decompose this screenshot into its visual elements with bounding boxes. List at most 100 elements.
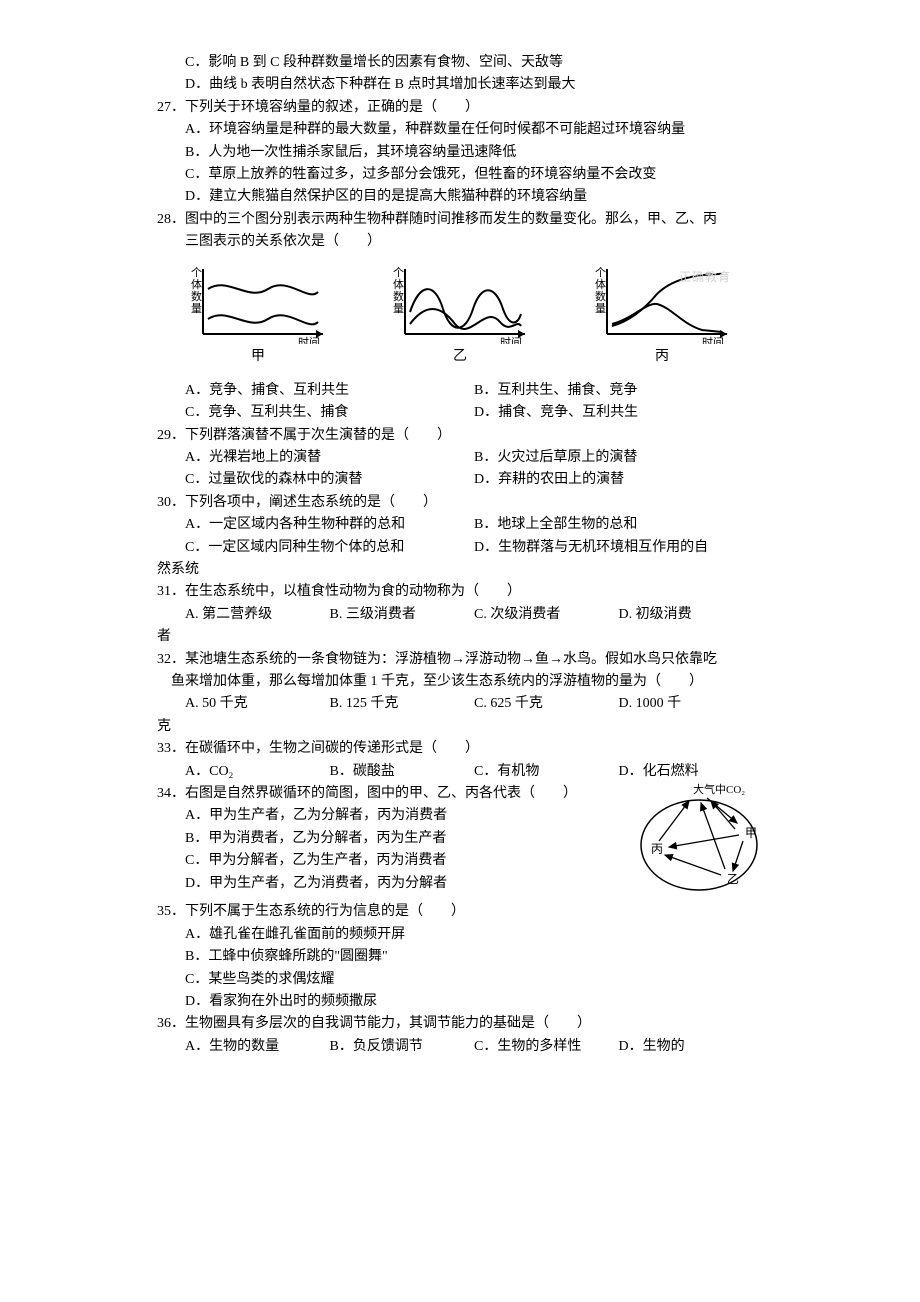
q34-option-b: B．甲为消费者，乙为分解者，丙为生产者	[157, 828, 627, 850]
q32-trailing: 克	[157, 716, 763, 738]
q36-option-a: A．生物的数量	[185, 1036, 330, 1058]
q34-block: 34．右图是自然界碳循环的简图，图中的甲、乙、丙各代表（ ） A．甲为生产者，乙…	[157, 783, 763, 901]
q30-text: 30．下列各项中，阐述生态系统的是（ ）	[157, 492, 763, 514]
q28-option-a: A．竞争、捕食、互利共生	[185, 380, 474, 402]
q28-options-row1: A．竞争、捕食、互利共生 B．互利共生、捕食、竞争	[157, 380, 763, 402]
fig-caption-jia: 甲	[183, 346, 333, 368]
q35-option-b: B．工蜂中侦察蜂所跳的"圆圈舞"	[157, 946, 763, 968]
fig-caption-yi: 乙	[385, 346, 535, 368]
q35-option-a: A．雄孔雀在雌孔雀面前的频频开屏	[157, 924, 763, 946]
svg-text:量: 量	[191, 302, 202, 315]
q30-options-row1: A．一定区域内各种生物种群的总和 B．地球上全部生物的总和	[157, 514, 763, 536]
q32-options-row: A. 50 千克 B. 125 千克 C. 625 千克 D. 1000 千	[157, 693, 763, 715]
q30-options-row2: C．一定区域内同种生物个体的总和 D．生物群落与无机环境相互作用的自	[157, 537, 763, 559]
q30-option-d: D．生物群落与无机环境相互作用的自	[474, 537, 763, 559]
exam-page: C．影响 B 到 C 段种群数量增长的因素有食物、空间、天敌等 D．曲线 b 表…	[52, 0, 868, 1110]
q30-option-a: A．一定区域内各种生物种群的总和	[185, 514, 474, 536]
chart-yi-icon: 个 体 数 量 时间	[385, 264, 535, 344]
q36-text: 36．生物圈具有多层次的自我调节能力，其调节能力的基础是（ ）	[157, 1013, 763, 1035]
q28-options-row2: C．竞争、互利共生、捕食 D．捕食、竞争、互利共生	[157, 402, 763, 424]
q27-option-d: D．建立大熊猫自然保护区的目的是提高大熊猫种群的环境容纳量	[157, 186, 763, 208]
q34-option-d: D．甲为生产者，乙为消费者，丙为分解者	[157, 873, 627, 895]
carbon-cycle-diagram: 大气中CO₂ 甲 乙 丙	[635, 783, 763, 901]
q28-text-cont: 三图表示的关系依次是（ ）	[157, 231, 763, 253]
svg-text:甲: 甲	[745, 826, 757, 840]
chart-jia-icon: 个 体 数 量 时间	[183, 264, 333, 344]
svg-text:个: 个	[393, 266, 404, 279]
axis-x-label: 时间	[298, 336, 320, 344]
fig-caption-bing: 丙	[587, 346, 737, 368]
watermark-label: 正确教育	[679, 268, 731, 287]
svg-text:乙: 乙	[727, 872, 739, 886]
q26-option-c: C．影响 B 到 C 段种群数量增长的因素有食物、空间、天敌等	[157, 52, 763, 74]
q28-option-c: C．竞争、互利共生、捕食	[185, 402, 474, 424]
q31-option-a: A. 第二营养级	[185, 604, 330, 626]
q29-option-a: A．光裸岩地上的演替	[185, 447, 474, 469]
q30-option-c: C．一定区域内同种生物个体的总和	[185, 537, 474, 559]
q33-option-d: D．化石燃料	[619, 761, 764, 783]
q29-option-d: D．弃耕的农田上的演替	[474, 469, 763, 491]
svg-text:体: 体	[191, 277, 202, 291]
svg-text:大气中CO₂: 大气中CO₂	[693, 783, 745, 796]
q35-text: 35．下列不属于生态系统的行为信息的是（ ）	[157, 901, 763, 923]
svg-text:量: 量	[393, 302, 404, 315]
q36-option-b: B．负反馈调节	[330, 1036, 475, 1058]
q36-options-row: A．生物的数量 B．负反馈调节 C．生物的多样性 D．生物的	[157, 1036, 763, 1058]
svg-text:丙: 丙	[651, 842, 663, 856]
q33-options-row: A．CO₂ B．碳酸盐 C．有机物 D．化石燃料	[157, 761, 763, 783]
q27-option-a: A．环境容纳量是种群的最大数量，种群数量在任何时候都不可能超过环境容纳量	[157, 119, 763, 141]
svg-text:体: 体	[393, 277, 404, 291]
q32-option-b: B. 125 千克	[330, 693, 475, 715]
q28-figures: 个 体 数 量 时间 甲 个 体 数 量 时间 乙	[157, 264, 763, 368]
q29-text: 29．下列群落演替不属于次生演替的是（ ）	[157, 425, 763, 447]
q33-option-a: A．CO₂	[185, 761, 330, 783]
q34-option-c: C．甲为分解者，乙为生产者，丙为消费者	[157, 850, 627, 872]
q32-option-c: C. 625 千克	[474, 693, 619, 715]
q29-option-b: B．火灾过后草原上的演替	[474, 447, 763, 469]
svg-text:数: 数	[393, 290, 404, 303]
fig-bing: 正确教育 个 体 数 量 时间 丙	[587, 264, 737, 368]
fig-yi: 个 体 数 量 时间 乙	[385, 264, 535, 368]
q29-options-row1: A．光裸岩地上的演替 B．火灾过后草原上的演替	[157, 447, 763, 469]
q34-option-a: A．甲为生产者，乙为分解者，丙为消费者	[157, 805, 627, 827]
q33-option-b: B．碳酸盐	[330, 761, 475, 783]
q34-text: 34．右图是自然界碳循环的简图，图中的甲、乙、丙各代表（ ）	[157, 783, 627, 805]
q31-option-c: C. 次级消费者	[474, 604, 619, 626]
svg-text:时间: 时间	[702, 336, 724, 344]
q31-options-row: A. 第二营养级 B. 三级消费者 C. 次级消费者 D. 初级消费	[157, 604, 763, 626]
svg-text:量: 量	[595, 302, 606, 315]
q30-option-b: B．地球上全部生物的总和	[474, 514, 763, 536]
q29-options-row2: C．过量砍伐的森林中的演替 D．弃耕的农田上的演替	[157, 469, 763, 491]
q31-option-d: D. 初级消费	[619, 604, 764, 626]
q36-option-c: C．生物的多样性	[474, 1036, 619, 1058]
q31-text: 31．在生态系统中，以植食性动物为食的动物称为（ ）	[157, 581, 763, 603]
q29-option-c: C．过量砍伐的森林中的演替	[185, 469, 474, 491]
fig-jia: 个 体 数 量 时间 甲	[183, 264, 333, 368]
q31-trailing: 者	[157, 626, 763, 648]
q28-text: 28．图中的三个图分别表示两种生物种群随时间推移而发生的数量变化。那么，甲、乙、…	[157, 209, 763, 231]
q32-option-a: A. 50 千克	[185, 693, 330, 715]
carbon-cycle-icon: 大气中CO₂ 甲 乙 丙	[635, 783, 763, 893]
q33-option-c: C．有机物	[474, 761, 619, 783]
q27-option-b: B．人为地一次性捕杀家鼠后，其环境容纳量迅速降低	[157, 142, 763, 164]
q35-option-d: D．看家狗在外出时的频频撒尿	[157, 991, 763, 1013]
q30-trailing: 然系统	[157, 559, 763, 581]
svg-text:体: 体	[595, 277, 606, 291]
svg-text:数: 数	[595, 290, 606, 303]
svg-text:时间: 时间	[500, 336, 522, 344]
q28-option-b: B．互利共生、捕食、竞争	[474, 380, 763, 402]
q28-option-d: D．捕食、竞争、互利共生	[474, 402, 763, 424]
q32-option-d: D. 1000 千	[619, 693, 764, 715]
svg-text:数: 数	[191, 290, 202, 303]
q27-text: 27．下列关于环境容纳量的叙述，正确的是（ ）	[157, 97, 763, 119]
q31-option-b: B. 三级消费者	[330, 604, 475, 626]
q32-text-cont: 鱼来增加体重，那么每增加体重 1 千克，至少该生态系统内的浮游植物的量为（ ）	[157, 671, 763, 693]
q35-option-c: C．某些鸟类的求偶炫耀	[157, 969, 763, 991]
q33-text: 33．在碳循环中，生物之间碳的传递形式是（ ）	[157, 738, 763, 760]
axis-y-label: 个	[191, 266, 202, 279]
svg-text:个: 个	[595, 266, 606, 279]
q26-option-d: D．曲线 b 表明自然状态下种群在 B 点时其增加长速率达到最大	[157, 74, 763, 96]
q27-option-c: C．草原上放养的牲畜过多，过多部分会饿死，但牲畜的环境容纳量不会改变	[157, 164, 763, 186]
q36-option-d: D．生物的	[619, 1036, 764, 1058]
q32-text: 32．某池塘生态系统的一条食物链为：浮游植物→浮游动物→鱼→水鸟。假如水鸟只依靠…	[157, 649, 763, 671]
